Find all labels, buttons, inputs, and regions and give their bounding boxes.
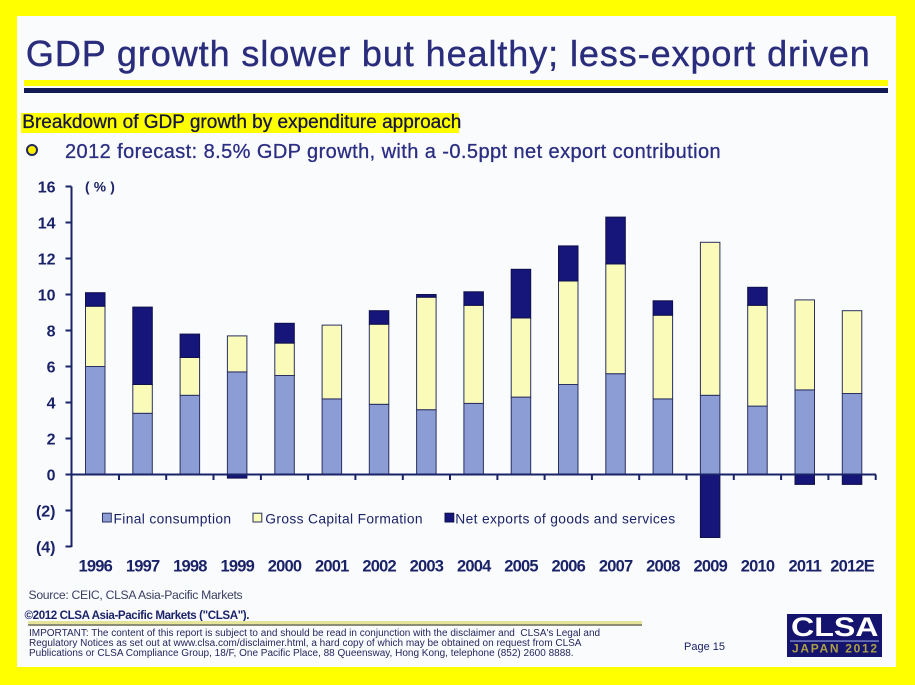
svg-text:1999: 1999: [220, 558, 254, 576]
svg-text:2009: 2009: [693, 558, 727, 576]
svg-text:14: 14: [38, 215, 56, 232]
svg-text:2008: 2008: [646, 558, 680, 576]
svg-text:12: 12: [38, 251, 56, 268]
svg-text:2002: 2002: [362, 558, 396, 576]
svg-text:(%): (%): [85, 180, 119, 195]
svg-text:1997: 1997: [126, 558, 160, 576]
svg-text:2000: 2000: [268, 558, 302, 576]
svg-text:2001: 2001: [315, 558, 349, 576]
svg-text:2012E: 2012E: [830, 558, 875, 576]
svg-text:2004: 2004: [457, 558, 492, 576]
svg-text:8: 8: [47, 323, 56, 340]
svg-text:2007: 2007: [599, 558, 633, 576]
svg-text:4: 4: [47, 395, 56, 412]
svg-text:0: 0: [47, 467, 56, 484]
svg-text:6: 6: [47, 359, 56, 376]
svg-text:2: 2: [47, 431, 56, 448]
svg-text:16: 16: [38, 179, 56, 196]
svg-text:(4): (4): [36, 539, 56, 556]
svg-text:10: 10: [38, 287, 56, 304]
svg-text:Gross Capital Formation: Gross Capital Formation: [265, 511, 423, 526]
svg-text:2011: 2011: [788, 558, 821, 576]
svg-text:1998: 1998: [173, 558, 207, 576]
svg-text:Final consumption: Final consumption: [114, 511, 232, 526]
svg-text:CLSA: CLSA: [791, 612, 879, 642]
svg-text:1996: 1996: [79, 558, 113, 576]
svg-text:JAPAN 2012: JAPAN 2012: [792, 642, 877, 656]
svg-text:(2): (2): [36, 503, 56, 520]
svg-text:2003: 2003: [410, 558, 444, 576]
svg-text:2006: 2006: [552, 558, 586, 576]
svg-text:2005: 2005: [504, 558, 538, 576]
svg-text:2010: 2010: [741, 558, 775, 576]
svg-text:Net exports of goods and servi: Net exports of goods and services: [455, 511, 675, 526]
